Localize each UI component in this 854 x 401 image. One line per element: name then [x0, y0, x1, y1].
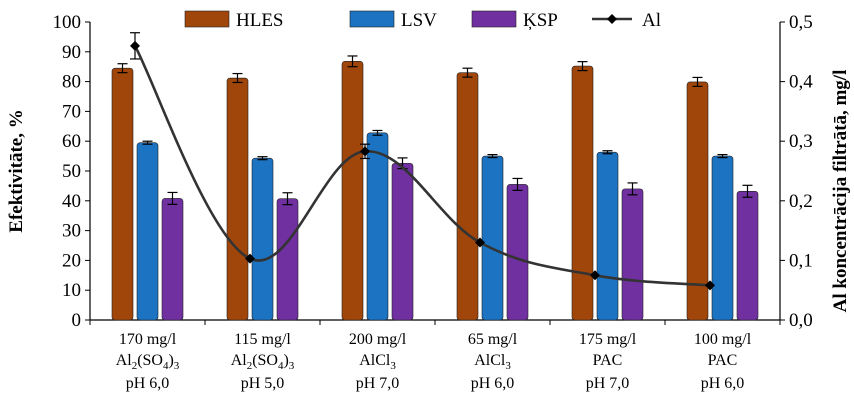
legend-label-lsv: LSV	[401, 10, 437, 31]
left-tick-label: 0	[72, 310, 82, 331]
category-label-line2: PAC	[593, 352, 623, 369]
legend-swatch-ķsp	[471, 10, 517, 28]
right-axis-title: Al koncentrācija filtrātā, mg/l	[830, 70, 851, 313]
category-label-line2: Al2(SO4)3	[231, 352, 295, 372]
bar-hles	[226, 77, 249, 321]
legend-swatch-hles	[184, 10, 230, 28]
bar-ķsp	[391, 162, 414, 321]
left-axis-title: Efektivitāte, %	[6, 109, 27, 232]
bar-ķsp	[621, 188, 644, 321]
bar-hles	[111, 67, 134, 321]
right-tick-label: 0,3	[789, 131, 813, 152]
legend-label-al: Al	[642, 10, 661, 31]
right-tick-label: 0,4	[789, 72, 813, 93]
al-point	[360, 146, 370, 157]
left-tick-label: 20	[62, 250, 81, 271]
bar-ķsp	[276, 198, 299, 321]
bar-lsv	[251, 157, 274, 321]
al-point	[475, 237, 485, 248]
right-tick-label: 0,1	[789, 250, 813, 271]
bar-lsv	[596, 151, 619, 321]
bar-lsv	[481, 155, 504, 321]
category-label-line3: pH 6,0	[471, 375, 515, 392]
category-label-line3: pH 7,0	[356, 375, 400, 392]
left-tick-label: 90	[62, 42, 81, 63]
category-label-line1: 170 mg/l	[119, 331, 177, 348]
right-tick-label: 0,5	[789, 12, 813, 33]
bar-ķsp	[161, 198, 184, 321]
bar-ķsp	[506, 184, 529, 321]
category-label-line1: 200 mg/l	[349, 331, 407, 348]
category-label-line2: AlCl3	[474, 352, 511, 372]
bar-hles	[341, 61, 364, 321]
left-tick-label: 100	[53, 12, 82, 33]
al-point	[705, 280, 715, 291]
category-label-line2: PAC	[708, 352, 738, 369]
category-label-line3: pH 6,0	[701, 375, 745, 392]
bar-hles	[571, 65, 594, 321]
category-label-line1: 100 mg/l	[694, 331, 752, 348]
category-label-line1: 65 mg/l	[468, 331, 518, 348]
legend-label-ķsp: ĶSP	[523, 10, 558, 31]
category-label-line1: 115 mg/l	[234, 331, 291, 348]
left-tick-label: 40	[62, 191, 81, 212]
left-tick-label: 70	[62, 101, 81, 122]
category-label-line3: pH 6,0	[126, 375, 170, 392]
bar-hles	[456, 72, 479, 321]
left-tick-label: 30	[62, 221, 81, 242]
left-tick-label: 60	[62, 131, 81, 152]
right-tick-label: 0,0	[789, 310, 813, 331]
left-tick-label: 80	[62, 72, 81, 93]
left-tick-label: 50	[62, 161, 81, 182]
category-label-line3: pH 5,0	[241, 375, 285, 392]
bar-lsv	[366, 132, 389, 321]
category-label-line3: pH 7,0	[586, 375, 630, 392]
category-label-line1: 175 mg/l	[579, 331, 637, 348]
category-label-line2: AlCl3	[359, 352, 396, 372]
bar-lsv	[136, 142, 159, 321]
legend-label-hles: HLES	[236, 10, 284, 31]
al-point	[130, 40, 140, 51]
al-point	[590, 270, 600, 281]
right-tick-label: 0,2	[789, 191, 813, 212]
left-tick-label: 10	[62, 280, 81, 301]
bar-ķsp	[736, 190, 759, 321]
category-label-line2: Al2(SO4)3	[116, 352, 180, 372]
al-point	[245, 253, 255, 264]
bar-lsv	[711, 155, 734, 321]
legend-swatch-lsv	[349, 10, 395, 28]
legend-marker-al	[607, 14, 617, 24]
